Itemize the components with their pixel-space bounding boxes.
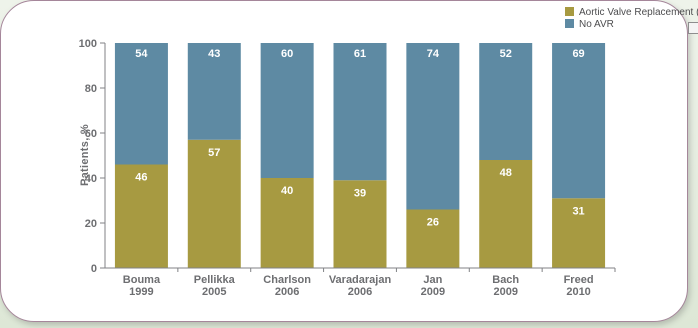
data-label-avr-5: 48 [500, 167, 512, 179]
y-tick-label-60: 60 [85, 128, 97, 140]
edge-widget [688, 22, 698, 34]
data-label-no-avr-3: 61 [354, 48, 366, 60]
data-label-avr-4: 26 [427, 217, 439, 229]
data-label-avr-0: 46 [135, 172, 147, 184]
category-label-2-0: Charlson [263, 274, 311, 286]
y-axis: 0 20 40 60 80 100 [79, 38, 106, 275]
legend-label-1: No AVR [579, 19, 614, 30]
bars: 46 54 57 43 40 60 39 61 26 74 48 52 31 69 [114, 43, 606, 268]
bar-no-avr-3 [333, 43, 387, 181]
data-label-no-avr-0: 54 [135, 48, 148, 60]
legend: Aortic Valve Replacement (AVR)No AVR [565, 7, 698, 30]
data-label-no-avr-4: 74 [427, 48, 440, 60]
data-label-avr-2: 40 [281, 185, 293, 197]
data-label-avr-3: 39 [354, 187, 366, 199]
bar-avr-6 [552, 198, 606, 268]
bar-no-avr-2 [260, 43, 314, 178]
bar-avr-0 [114, 164, 168, 268]
legend-swatch-1 [565, 19, 574, 28]
bar-no-avr-4 [406, 43, 460, 210]
category-label-5-0: Bach [492, 274, 519, 286]
category-label-4-0: Jan [423, 274, 442, 286]
data-label-avr-6: 31 [572, 205, 584, 217]
bar-avr-2 [260, 178, 314, 268]
category-label-3-0: Varadarajan [329, 274, 392, 286]
bar-avr-1 [187, 139, 241, 268]
legend-swatch-0 [565, 7, 574, 16]
y-tick-label-0: 0 [91, 263, 97, 275]
data-label-no-avr-6: 69 [572, 48, 584, 60]
category-label-0-0: Bouma [123, 274, 161, 286]
data-label-no-avr-2: 60 [281, 48, 293, 60]
x-axis-labels: Bouma1999Pellikka2005Charlson2006Varadar… [123, 268, 616, 298]
category-label-1-1: 2005 [202, 286, 226, 298]
bar-no-avr-5 [479, 43, 533, 160]
bar-avr-4 [406, 209, 460, 268]
y-tick-label-100: 100 [79, 38, 97, 50]
category-label-3-1: 2006 [348, 286, 372, 298]
category-label-5-1: 2009 [493, 286, 517, 298]
bar-avr-5 [479, 160, 533, 268]
data-label-avr-1: 57 [208, 147, 220, 159]
bar-avr-3 [333, 180, 387, 268]
data-label-no-avr-1: 43 [208, 48, 220, 60]
bar-no-avr-1 [187, 43, 241, 140]
category-label-0-1: 1999 [129, 286, 153, 298]
y-tick-label-40: 40 [85, 173, 97, 185]
category-label-2-1: 2006 [275, 286, 299, 298]
bar-no-avr-6 [552, 43, 606, 199]
category-label-1-0: Pellikka [194, 274, 236, 286]
y-tick-label-80: 80 [85, 83, 97, 95]
legend-label-0: Aortic Valve Replacement (AVR) [579, 7, 698, 18]
category-label-6-1: 2010 [566, 286, 590, 298]
y-tick-label-20: 20 [85, 218, 97, 230]
data-label-no-avr-5: 52 [500, 48, 512, 60]
bar-no-avr-0 [114, 43, 168, 165]
y-axis-title: Patients, % [79, 124, 91, 186]
category-label-6-0: Freed [564, 274, 594, 286]
category-label-4-1: 2009 [421, 286, 445, 298]
